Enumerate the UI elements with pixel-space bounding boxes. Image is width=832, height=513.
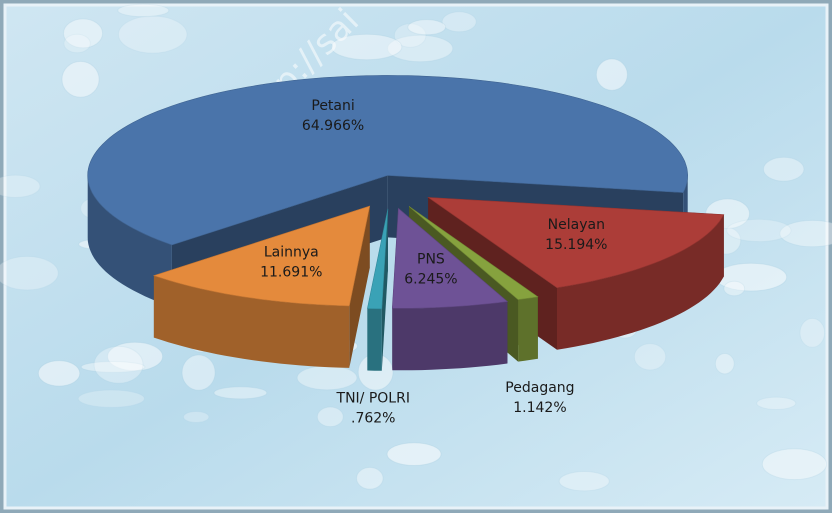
slice-side [557,214,724,350]
water-drop [63,33,91,54]
value-label: 15.194% [545,237,607,253]
slice-side [153,275,350,368]
water-drop [213,386,268,400]
water-drop [723,280,746,297]
value-label: 11.691% [260,264,322,280]
value-label: 64.966% [302,118,364,134]
pie [87,75,725,371]
water-drop [37,360,81,387]
category-label: Nelayan [548,217,605,233]
water-drop [117,3,170,18]
water-drop [107,341,164,372]
water-drop [407,19,447,36]
water-drop [356,466,384,490]
slice-side [518,296,538,362]
water-drop [558,471,610,492]
value-label: .762% [351,411,395,427]
value-label: 1.142% [513,400,566,416]
water-drop [117,15,188,54]
slice [391,207,509,309]
category-label: PNS [417,251,445,267]
water-drop [182,410,210,423]
slice-side [392,301,508,371]
slice [408,206,539,300]
water-drop [441,11,477,33]
category-label: Petani [311,98,354,114]
slice [87,75,689,246]
category-label: TNI/ POLRI [336,391,410,407]
slice [427,197,725,289]
water-drop [779,219,832,248]
water-drop [595,58,628,91]
water-drop [714,353,735,375]
water-drop [726,218,792,243]
water-drop [316,406,344,428]
water-drop [799,317,826,348]
water-drop [761,448,827,481]
water-drop [0,174,41,198]
water-drop [296,365,358,391]
water-drop [756,396,797,410]
value-label: 6.245% [404,271,457,287]
water-drop [386,442,442,467]
category-label: Pedagang [505,380,574,396]
water-drop [393,23,427,48]
slice [152,205,371,307]
water-drop [61,60,100,98]
water-drop [0,255,59,291]
water-drop [93,345,144,384]
water-drop [330,33,403,61]
labels: Petani 64.966% Nelayan 15.194% Pedagang 1.142… [260,98,607,427]
water-drop [181,354,216,391]
slice [367,208,389,310]
water-drop [63,18,104,49]
water-drop [80,361,146,373]
category-label: Lainnya [264,244,319,260]
water-drop [633,343,667,371]
slice-side [87,175,172,307]
water-drop [762,156,805,182]
water-drop [77,389,145,408]
water-drop [387,34,454,63]
slice-side [367,308,382,371]
